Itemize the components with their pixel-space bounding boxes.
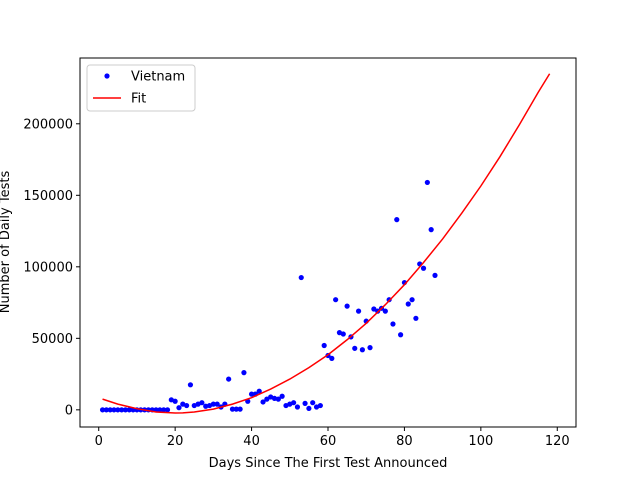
data-point-vietnam <box>371 306 377 312</box>
data-point-vietnam <box>321 342 327 349</box>
data-point-vietnam <box>229 406 236 412</box>
data-point-vietnam <box>302 400 308 406</box>
data-point-vietnam <box>340 331 346 337</box>
data-point-vietnam <box>187 382 194 388</box>
data-point-vietnam <box>428 227 434 233</box>
data-point-vietnam <box>413 315 419 321</box>
data-point-vietnam <box>210 401 216 407</box>
legend-label: Vietnam <box>131 70 185 85</box>
data-point-vietnam <box>248 391 255 397</box>
data-point-vietnam <box>390 321 396 327</box>
legend-swatch <box>104 73 110 79</box>
data-point-vietnam <box>367 345 373 351</box>
x-axis-label: Days Since The First Test Announced <box>209 456 448 471</box>
data-point-vietnam <box>291 400 297 406</box>
data-point-vietnam <box>122 407 129 413</box>
x-tick-label: 120 <box>545 434 570 449</box>
data-point-vietnam <box>420 265 427 271</box>
data-point-vietnam <box>394 217 400 223</box>
data-point-vietnam <box>119 407 125 413</box>
data-point-vietnam <box>226 376 232 382</box>
data-point-vietnam <box>260 399 266 405</box>
data-point-vietnam <box>256 388 262 394</box>
series-line-fit <box>102 73 551 414</box>
data-point-vietnam <box>126 407 132 413</box>
data-point-vietnam <box>409 297 415 303</box>
data-point-vietnam <box>184 402 190 409</box>
data-point-vietnam <box>424 179 430 186</box>
data-point-vietnam <box>359 347 365 353</box>
data-point-vietnam <box>103 407 109 413</box>
y-tick-label: 0 <box>65 403 73 418</box>
y-tick-label: 150000 <box>23 189 73 204</box>
legend-box <box>86 64 196 112</box>
data-point-vietnam <box>264 396 270 402</box>
data-point-vietnam <box>172 398 178 404</box>
data-point-vietnam <box>355 308 362 314</box>
data-point-vietnam <box>164 407 171 413</box>
data-point-vietnam <box>344 303 350 309</box>
data-point-vietnam <box>275 396 281 402</box>
data-point-vietnam <box>298 274 304 281</box>
data-point-vietnam <box>310 400 316 406</box>
data-point-vietnam <box>398 332 404 338</box>
data-point-vietnam <box>99 407 106 413</box>
data-point-vietnam <box>317 402 323 409</box>
y-tick-label: 200000 <box>23 117 73 132</box>
data-point-vietnam <box>111 407 117 413</box>
data-point-vietnam <box>233 406 239 412</box>
y-tick-label: 100000 <box>23 260 73 275</box>
x-tick-label: 0 <box>95 434 103 449</box>
data-point-vietnam <box>405 301 411 307</box>
legend-label: Fit <box>131 92 146 107</box>
plot-frame <box>79 57 577 428</box>
data-point-vietnam <box>214 401 220 407</box>
x-tick-label: 40 <box>243 434 260 449</box>
data-point-vietnam <box>294 404 301 410</box>
data-point-vietnam <box>241 370 247 376</box>
data-point-vietnam <box>333 297 339 303</box>
y-tick-label: 50000 <box>32 332 73 347</box>
data-point-vietnam <box>237 406 243 412</box>
x-tick-label: 60 <box>320 434 337 449</box>
x-tick-label: 80 <box>396 434 413 449</box>
y-axis-label: Number of Daily Tests <box>0 171 13 314</box>
data-point-vietnam <box>199 400 205 406</box>
data-point-vietnam <box>176 405 182 411</box>
data-point-vietnam <box>382 308 388 314</box>
data-point-vietnam <box>306 405 312 412</box>
data-point-vietnam <box>329 355 335 361</box>
data-point-vietnam <box>107 407 113 413</box>
data-point-vietnam <box>279 393 285 399</box>
data-point-vietnam <box>432 272 438 278</box>
data-point-vietnam <box>352 345 358 351</box>
x-tick-label: 100 <box>468 434 493 449</box>
data-point-vietnam <box>115 407 121 413</box>
data-point-vietnam <box>157 407 163 413</box>
x-tick-label: 20 <box>167 434 184 449</box>
legend: Vietnam Fit <box>86 64 196 112</box>
data-point-vietnam <box>161 407 167 413</box>
